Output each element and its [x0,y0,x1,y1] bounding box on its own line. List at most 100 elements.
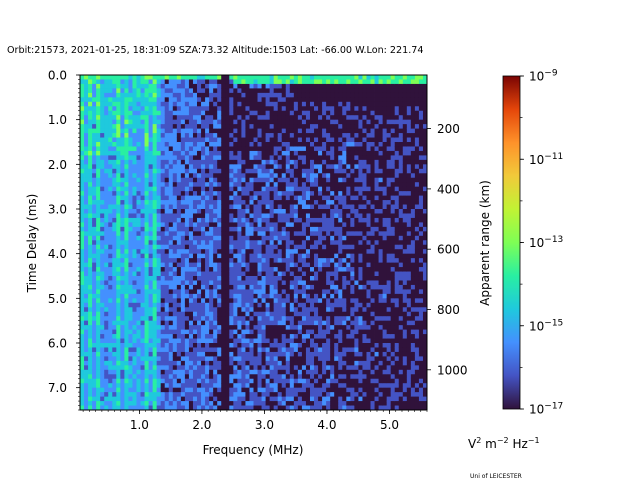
heatmap-cell [124,186,129,192]
heatmap-cell [253,351,258,357]
heatmap-cell [205,217,210,223]
heatmap-cell [346,128,351,134]
heatmap-cell [221,401,226,406]
heatmap-cell [326,383,331,389]
heatmap-cell [140,276,145,281]
heatmap-cell [168,164,174,170]
heatmap-cell [180,186,186,192]
heatmap-cell [233,262,238,268]
heatmap-cell [273,280,279,286]
heatmap-cell [265,182,271,188]
heatmap-cell [257,249,262,255]
heatmap-cell [342,329,347,335]
heatmap-cell [112,240,117,246]
heatmap-cell [330,88,335,94]
heatmap-cell [144,88,149,94]
heatmap-cell [100,334,105,339]
heatmap-cell [322,325,327,330]
heatmap-cell [124,217,129,223]
heatmap-cell [104,88,109,94]
heatmap-cell [144,159,149,165]
heatmap-cell [273,356,279,362]
heatmap-cell [318,217,323,223]
heatmap-cell [261,88,266,94]
heatmap-cell [314,159,319,165]
heatmap-cell [273,249,279,255]
heatmap-cell [334,356,339,362]
heatmap-cell [301,182,307,188]
heatmap-cell [188,186,194,192]
heatmap-cell [88,338,93,344]
heatmap-cell [326,240,331,246]
heatmap-cell [180,316,186,322]
heatmap-cell [338,101,343,107]
heatmap-cell [100,284,105,290]
heatmap-cell [229,106,234,112]
heatmap-cell [261,405,266,410]
heatmap-cell [197,110,202,116]
heatmap-cell [124,347,129,353]
heatmap-cell [144,347,149,353]
heatmap-cell [305,325,311,330]
heatmap-cell [253,97,258,103]
heatmap-cell [92,351,97,357]
heatmap-cell [205,289,210,295]
heatmap-cell [281,360,287,366]
heatmap-cell [152,347,158,353]
heatmap-cell [140,200,145,205]
heatmap-cell [205,92,210,98]
heatmap-cell [265,115,271,121]
heatmap-cell [221,88,226,94]
heatmap-cell [104,124,109,129]
heatmap-cell [334,258,339,263]
heatmap-cell [217,110,222,116]
heatmap-cell [172,356,178,362]
heatmap-cell [237,75,242,80]
heatmap-cell [108,88,113,94]
heatmap-cell [164,128,170,134]
heatmap-cell [326,351,331,357]
heatmap-cell [293,146,299,152]
heatmap-cell [297,124,303,129]
heatmap-cell [301,88,307,94]
heatmap-cell [338,106,343,112]
heatmap-cell [305,240,311,246]
heatmap-cell [322,374,327,380]
heatmap-cell [176,150,182,156]
heatmap-cell [128,347,133,353]
heatmap-cell [233,374,238,380]
heatmap-cell [269,209,275,214]
heatmap-cell [116,133,121,138]
heatmap-cell [104,168,109,174]
heatmap-cell [197,83,202,89]
heatmap-cell [301,217,307,223]
heatmap-cell [92,262,97,268]
heatmap-cell [88,75,93,80]
heatmap-cell [314,164,319,170]
heatmap-cell [289,124,295,129]
heatmap-cell [108,231,113,237]
heatmap-cell [124,173,129,179]
heatmap-cell [265,92,271,98]
heatmap-cell [334,75,339,80]
heatmap-cell [330,334,335,339]
heatmap-cell [249,124,254,129]
heatmap-cell [188,155,194,161]
heatmap-cell [88,124,93,129]
heatmap-cell [188,217,194,223]
heatmap-cell [96,177,101,183]
heatmap-cell [197,311,202,317]
heatmap-cell [237,168,242,174]
heatmap-cell [128,150,133,156]
heatmap-cell [156,316,162,322]
heatmap-cell [144,155,149,161]
heatmap-cell [172,128,178,134]
heatmap-cell [241,142,246,147]
heatmap-cell [309,146,315,152]
heatmap-cell [172,101,178,107]
heatmap-cell [197,124,202,129]
heatmap-cell [322,235,327,241]
heatmap-cell [197,159,202,165]
heatmap-cell [225,226,230,232]
heatmap-cell [140,75,145,80]
